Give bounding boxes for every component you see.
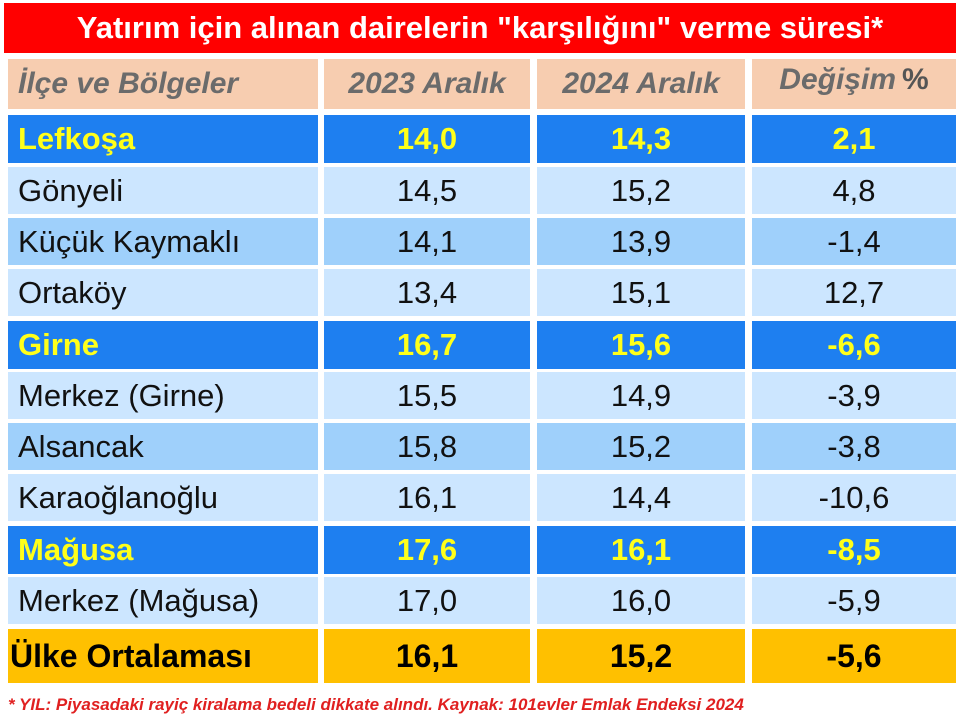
row-change: 12,7: [752, 269, 956, 316]
row-change: -6,6: [752, 321, 956, 369]
row-name: Merkez (Girne): [8, 372, 318, 419]
row-value-2023: 17,0: [324, 577, 530, 624]
row-value-2023: 13,4: [324, 269, 530, 316]
row-value-2024: 15,2: [537, 167, 745, 214]
row-name: Mağusa: [8, 526, 318, 574]
header-change-unit: %: [902, 63, 929, 96]
row-value-2023: 14,0: [324, 115, 530, 163]
row-value-2023: 16,1: [324, 629, 530, 683]
row-name: Ülke Ortalaması: [8, 629, 318, 683]
row-value-2023: 16,7: [324, 321, 530, 369]
row-name: Alsancak: [8, 423, 318, 470]
header-2023: 2023 Aralık: [324, 59, 530, 109]
header-2024: 2024 Aralık: [537, 59, 745, 109]
row-value-2024: 14,3: [537, 115, 745, 163]
row-name: Karaoğlanoğlu: [8, 474, 318, 521]
row-change: 2,1: [752, 115, 956, 163]
row-value-2023: 17,6: [324, 526, 530, 574]
row-name: Lefkoşa: [8, 115, 318, 163]
row-value-2024: 15,6: [537, 321, 745, 369]
row-value-2024: 16,1: [537, 526, 745, 574]
header-change-label: Değişim: [779, 63, 897, 96]
row-change: -1,4: [752, 218, 956, 265]
header-change: Değişim %: [752, 59, 956, 109]
row-value-2024: 15,2: [537, 629, 745, 683]
row-value-2024: 13,9: [537, 218, 745, 265]
table-title: Yatırım için alınan dairelerin "karşılığ…: [4, 3, 956, 53]
row-value-2023: 15,5: [324, 372, 530, 419]
row-name: Küçük Kaymaklı: [8, 218, 318, 265]
row-value-2023: 14,5: [324, 167, 530, 214]
row-change: -5,6: [752, 629, 956, 683]
row-value-2024: 15,1: [537, 269, 745, 316]
row-change: -3,8: [752, 423, 956, 470]
row-name: Ortaköy: [8, 269, 318, 316]
row-value-2024: 14,9: [537, 372, 745, 419]
row-value-2023: 14,1: [324, 218, 530, 265]
row-change: -8,5: [752, 526, 956, 574]
row-value-2024: 14,4: [537, 474, 745, 521]
row-change: 4,8: [752, 167, 956, 214]
footnote: * YIL: Piyasadaki rayiç kiralama bedeli …: [8, 695, 744, 714]
row-value-2023: 16,1: [324, 474, 530, 521]
row-value-2024: 15,2: [537, 423, 745, 470]
row-name: Gönyeli: [8, 167, 318, 214]
header-region: İlçe ve Bölgeler: [8, 59, 318, 109]
row-value-2024: 16,0: [537, 577, 745, 624]
row-value-2023: 15,8: [324, 423, 530, 470]
row-change: -5,9: [752, 577, 956, 624]
row-name: Merkez (Mağusa): [8, 577, 318, 624]
row-change: -3,9: [752, 372, 956, 419]
row-name: Girne: [8, 321, 318, 369]
row-change: -10,6: [752, 474, 956, 521]
